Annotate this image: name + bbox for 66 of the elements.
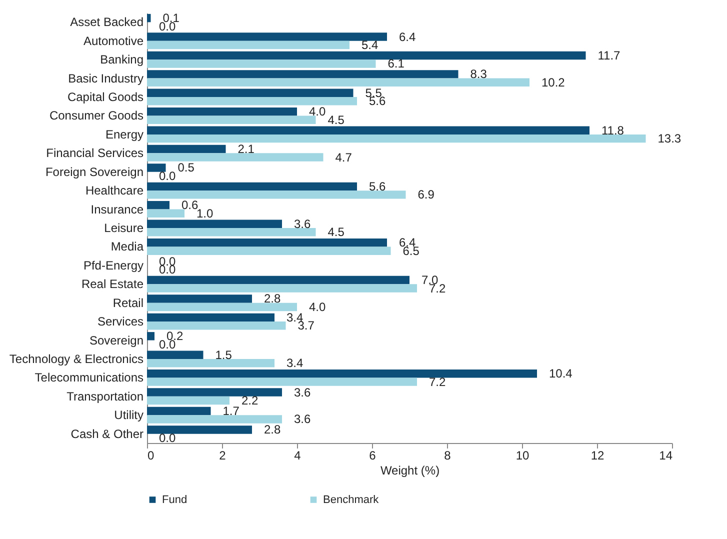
y-tick-label: Foreign Sovereign: [45, 164, 144, 179]
data-label: 1.0: [196, 206, 214, 220]
y-tick-label: Insurance: [90, 202, 144, 216]
data-label: 0.0: [159, 430, 176, 445]
data-label: 2.2: [242, 394, 259, 408]
y-tick-label: Transportation: [66, 389, 144, 404]
y-tick-label: Utility: [114, 408, 144, 422]
data-label: 11.7: [598, 48, 621, 62]
data-label: 4.5: [328, 225, 345, 240]
data-label: 3.4: [286, 356, 304, 370]
legend-label: Benchmark: [323, 494, 380, 506]
data-label: 6.4: [399, 30, 416, 44]
data-label: 1.7: [222, 404, 240, 418]
y-tick-label: Leisure: [104, 221, 144, 235]
data-label: 11.8: [602, 123, 624, 138]
y-tick-label: Retail: [112, 296, 144, 310]
data-label: 2.1: [238, 142, 255, 156]
x-tick-label: 12: [590, 448, 604, 462]
data-label: 10.4: [549, 366, 573, 381]
y-tick-label: Real Estate: [81, 277, 144, 292]
data-label: 8.3: [470, 67, 488, 82]
y-tick-label: Banking: [100, 52, 144, 67]
y-tick-label: Automotive: [83, 34, 144, 48]
data-label: 0.5: [178, 160, 195, 175]
x-tick-label: 14: [659, 448, 673, 462]
data-label: 4.5: [328, 112, 345, 127]
data-label: 3.6: [294, 412, 312, 426]
data-label: 4.0: [309, 104, 326, 119]
x-tick-label: 10: [516, 448, 530, 462]
y-tick-label: Energy: [105, 127, 144, 142]
y-tick-label: Capital Goods: [67, 90, 144, 104]
data-label: 2.8: [264, 422, 282, 437]
data-label: 1.5: [215, 348, 232, 362]
data-label: 6.1: [388, 56, 405, 71]
data-label: 4.7: [335, 150, 352, 164]
data-label: 7.2: [429, 374, 446, 389]
data-label: 0.0: [159, 168, 176, 183]
x-tick-label: 8: [444, 448, 452, 462]
legend-label: Fund: [162, 494, 188, 506]
data-label: 6.9: [418, 188, 435, 202]
y-tick-label: Media: [110, 240, 144, 254]
data-label: 10.2: [542, 75, 566, 90]
y-tick-label: Healthcare: [85, 184, 144, 198]
x-tick-label: 2: [219, 448, 226, 462]
x-axis-title: Weight (%): [380, 464, 440, 478]
y-tick-label: Asset Backed: [70, 15, 144, 30]
y-tick-label: Basic Industry: [68, 71, 144, 86]
data-label: 3.6: [294, 216, 312, 231]
data-label: 4.0: [309, 300, 326, 314]
x-tick-label: 4: [294, 448, 302, 462]
y-tick-label: Telecommunications: [34, 370, 144, 385]
data-label: 2.8: [264, 292, 282, 306]
data-label: 3.6: [294, 385, 312, 400]
y-tick-label: Technology & Electronics: [9, 352, 144, 366]
x-tick-label: 0: [148, 448, 154, 462]
data-label: 5.4: [362, 38, 379, 52]
data-label: 0.6: [182, 198, 199, 212]
y-tick-label: Pfd-Energy: [83, 258, 144, 272]
y-tick-label: Consumer Goods: [49, 108, 144, 123]
y-tick-label: Cash & Other: [70, 426, 144, 441]
x-tick-label: 6: [369, 448, 376, 462]
y-tick-label: Services: [97, 314, 144, 329]
data-label: 5.6: [369, 179, 386, 194]
data-label: 13.3: [658, 132, 682, 146]
y-tick-label: Sovereign: [89, 333, 144, 348]
y-tick-label: Financial Services: [46, 146, 144, 160]
